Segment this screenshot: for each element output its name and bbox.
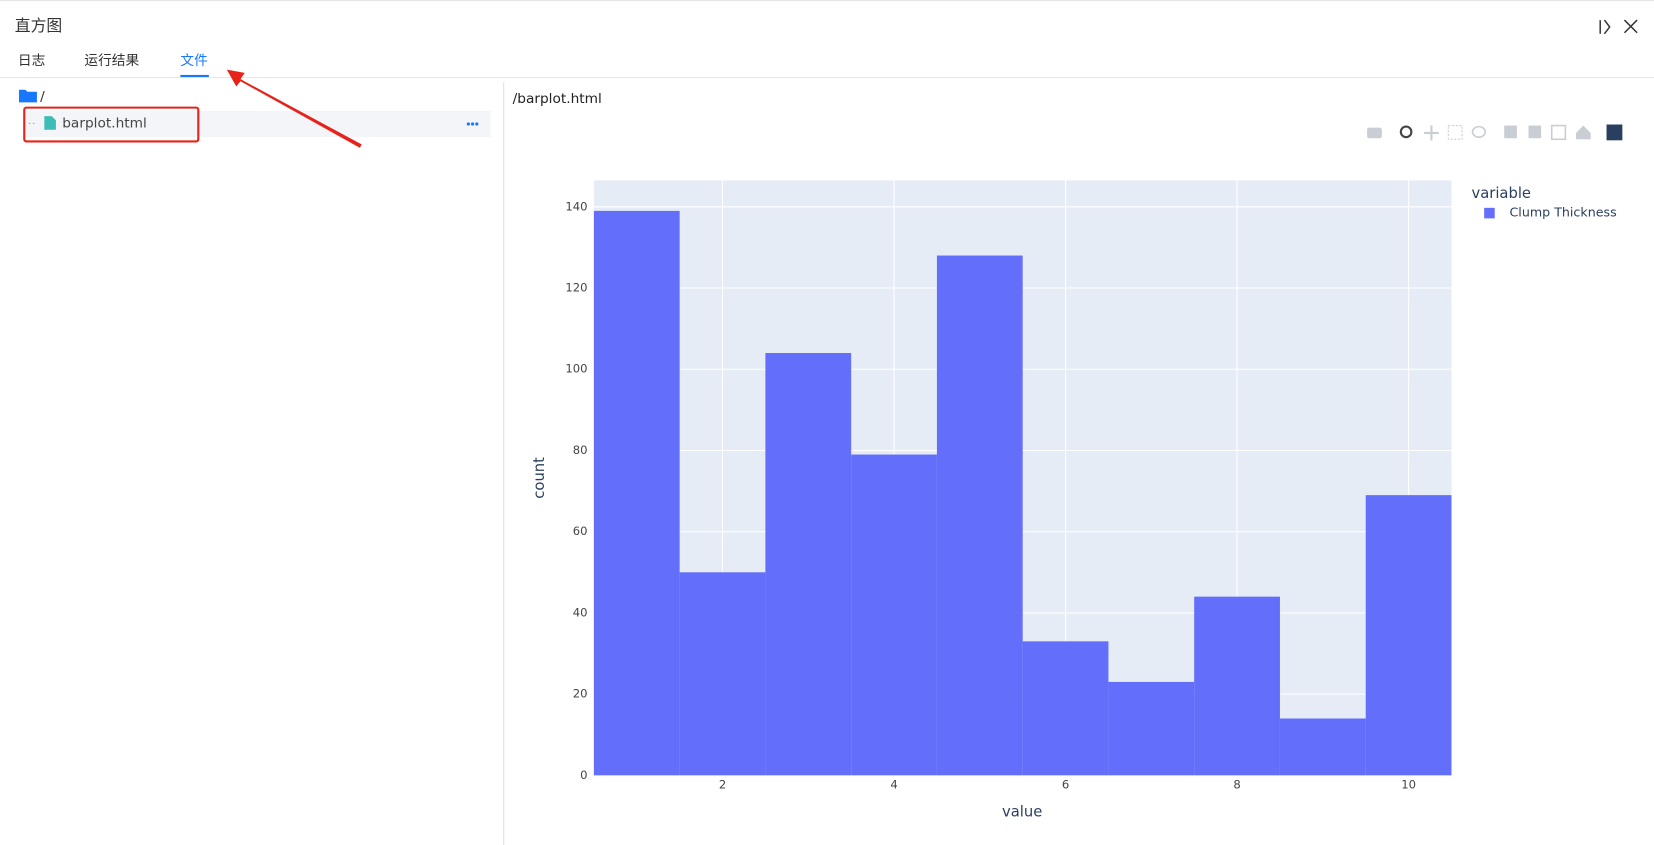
annotation-arrow	[226, 69, 362, 148]
tree-root[interactable]: /	[40, 89, 45, 105]
more-button[interactable]	[466, 122, 479, 126]
bar	[1365, 495, 1452, 776]
tab[interactable]: 运行结果	[84, 53, 139, 69]
bar	[679, 572, 766, 776]
bar	[1108, 681, 1195, 776]
plot-toolbar[interactable]	[1367, 124, 1623, 141]
y-tick-label: 60	[573, 524, 588, 538]
legend-swatch	[1484, 207, 1495, 219]
tab-active[interactable]: 文件	[180, 53, 208, 69]
bar	[851, 454, 937, 776]
preview-path: /barplot.html	[513, 91, 602, 107]
y-axis-label: count	[531, 457, 548, 499]
close-button[interactable]	[1623, 19, 1638, 34]
y-tick-label: 80	[573, 443, 588, 457]
x-tick-label: 8	[1233, 777, 1240, 791]
y-tick-label: 120	[565, 281, 587, 295]
x-tick-label: 4	[890, 777, 897, 791]
file-row[interactable]	[23, 110, 491, 138]
legend-title: variable	[1472, 185, 1532, 202]
collapse-button[interactable]	[1599, 19, 1611, 35]
bar	[765, 353, 852, 776]
tab-indicator	[180, 74, 209, 78]
bar	[1279, 718, 1366, 776]
tab[interactable]: 日志	[18, 53, 45, 69]
y-tick-label: 100	[565, 362, 587, 376]
bar	[936, 255, 1023, 776]
bar	[1194, 596, 1280, 776]
highlight-box	[23, 106, 200, 143]
file-icon	[44, 116, 56, 130]
file-name[interactable]: barplot.html	[62, 115, 147, 131]
y-tick-label: 0	[580, 768, 587, 782]
y-tick-label: 40	[573, 605, 588, 619]
window-title: 直方图	[15, 16, 62, 35]
x-tick-label: 2	[719, 777, 726, 791]
y-tick-label: 140	[565, 199, 587, 213]
x-axis-label: value	[1002, 803, 1042, 820]
y-tick-label: 20	[573, 687, 588, 701]
histogram-chart: value count variable 0 20 40 60 80 100 120 140 2…	[531, 180, 1617, 820]
legend-label: Clump Thickness	[1509, 205, 1616, 220]
x-tick-label: 10	[1401, 777, 1416, 791]
bar	[593, 210, 680, 776]
x-tick-label: 6	[1062, 777, 1069, 791]
bar	[1022, 641, 1109, 776]
folder-icon	[18, 89, 37, 103]
